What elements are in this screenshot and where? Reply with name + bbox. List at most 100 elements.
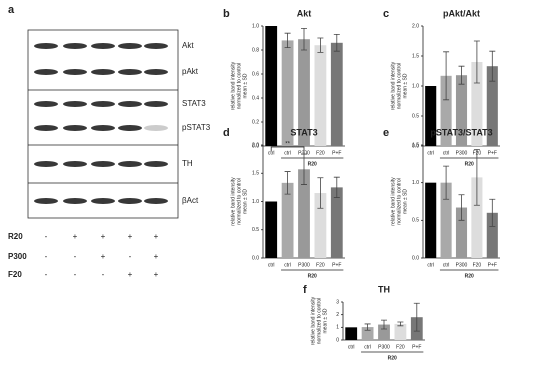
treatment-sign: -: [74, 270, 77, 279]
group-label: R20: [308, 273, 317, 279]
blot-band: [63, 101, 87, 107]
blot-band: [63, 69, 87, 75]
group-label: R20: [308, 161, 317, 167]
y-tick-label: 1.0: [412, 83, 419, 89]
y-axis-label: mean ± SD: [242, 189, 248, 214]
error-bar: [301, 28, 307, 51]
band-label: pSTAT3: [182, 123, 211, 132]
band-label: TH: [182, 159, 193, 168]
y-tick-label: 2: [336, 312, 339, 318]
x-tick-label: P+F: [332, 262, 341, 268]
y-tick-label: 1: [336, 325, 339, 331]
y-axis-label: normalized to control: [236, 178, 242, 224]
x-tick-label: P300: [298, 150, 310, 156]
treatment-label: P300: [8, 252, 27, 261]
y-tick-label: 0.6: [252, 71, 259, 77]
blot-band: [34, 161, 58, 167]
blot-band: [144, 101, 168, 107]
treatment-sign: +: [128, 232, 133, 241]
y-tick-label: 0.8: [252, 47, 259, 53]
treatment-sign: +: [101, 232, 106, 241]
group-label: R20: [465, 273, 474, 279]
chart-title: STAT3: [290, 127, 317, 137]
error-bar: [473, 149, 480, 206]
bar: [471, 62, 483, 146]
x-tick-label: ctrl: [364, 344, 371, 350]
treatment-sign: +: [73, 232, 78, 241]
error-bar: [284, 32, 291, 48]
y-axis-label: relative band intensity: [390, 177, 396, 226]
error-bar: [413, 302, 420, 332]
panel-letter: a: [8, 4, 15, 16]
y-tick-label: 1.5: [412, 53, 419, 59]
x-tick-label: P+F: [488, 262, 497, 268]
x-tick-label: ctrl: [443, 150, 450, 156]
y-tick-label: 1.0: [252, 23, 259, 29]
chart-title: Akt: [297, 8, 312, 18]
x-tick-label: P+F: [488, 150, 497, 156]
x-tick-label: P300: [456, 150, 468, 156]
error-bar: [458, 194, 465, 221]
error-bar: [333, 176, 340, 198]
group-label: R20: [465, 161, 474, 167]
bar: [330, 42, 343, 146]
y-tick-label: 0.0: [412, 255, 419, 261]
y-tick-label: 0.4: [252, 95, 259, 101]
y-tick-label: 3: [336, 299, 339, 305]
error-bar: [364, 323, 371, 331]
bar: [281, 40, 294, 146]
treatment-sign: +: [101, 252, 106, 261]
band-label: βAct: [182, 196, 199, 205]
y-axis-label: relative band intensity: [230, 61, 236, 110]
y-tick-label: 0.0: [252, 143, 259, 149]
treatment-label: F20: [8, 270, 22, 279]
error-bar: [489, 50, 496, 82]
significance-label: **: [285, 142, 290, 148]
y-tick-label: 1.0: [252, 199, 259, 205]
treatment-sign: +: [128, 270, 133, 279]
x-tick-label: ctrl: [427, 150, 434, 156]
blot-band: [91, 69, 115, 75]
blot-band: [91, 43, 115, 49]
y-tick-label: 0.0: [412, 143, 419, 149]
blot-band: [91, 125, 115, 131]
panel-letter: d: [223, 127, 230, 139]
x-tick-label: P+F: [412, 344, 421, 350]
x-tick-label: ctrl: [268, 262, 275, 268]
x-tick-label: ctrl: [348, 344, 355, 350]
panel-letter: b: [223, 8, 230, 20]
blot-boxes: [27, 29, 179, 219]
treatment-label: R20: [8, 232, 23, 241]
x-tick-label: P300: [456, 262, 468, 268]
blot-band: [91, 198, 115, 204]
bar: [486, 66, 498, 146]
panel-letter: f: [303, 284, 307, 296]
y-tick-label: 0: [336, 337, 339, 343]
treatment-sign: +: [154, 252, 159, 261]
y-tick-label: 2.0: [252, 142, 259, 148]
bar: [265, 26, 278, 146]
chart-title: pSTAT3/STAT3: [430, 127, 492, 137]
bar: [425, 86, 437, 146]
y-tick-label: 0.5: [252, 227, 259, 233]
bar: [314, 193, 327, 258]
panel-letter: c: [383, 8, 389, 20]
y-axis-label: normalized to control: [236, 63, 242, 109]
y-axis-label: mean ± SD: [402, 73, 408, 98]
y-tick-label: 0.5: [412, 113, 419, 119]
y-axis-label: mean ± SD: [242, 73, 248, 98]
x-tick-label: ctrl: [284, 262, 291, 268]
blot-band: [63, 198, 87, 204]
x-tick-label: F20: [316, 262, 325, 268]
bar: [455, 75, 468, 146]
y-axis-label: normalized to control: [316, 298, 322, 344]
treatment-sign: -: [45, 232, 48, 241]
error-bar: [301, 153, 307, 185]
bar: [440, 182, 452, 258]
chart-title: TH: [378, 284, 390, 294]
error-bar: [458, 65, 465, 85]
error-bar: [443, 165, 450, 200]
bar: [298, 169, 310, 258]
x-tick-label: P+F: [332, 150, 341, 156]
